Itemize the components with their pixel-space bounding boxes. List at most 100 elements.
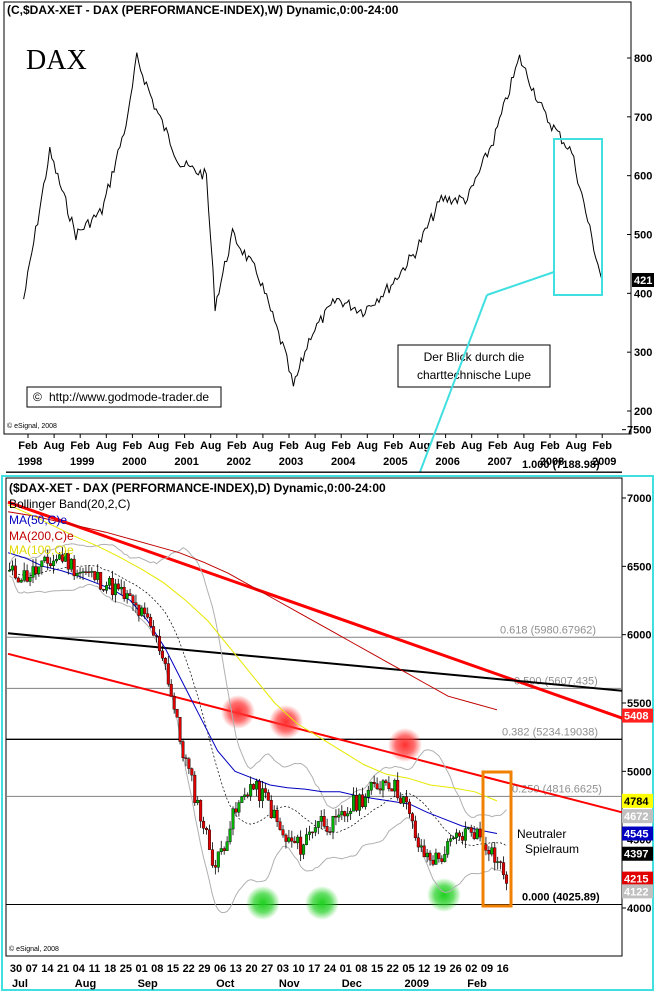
price-tag-text: 4545 bbox=[624, 829, 648, 841]
candle-body bbox=[399, 797, 403, 804]
candle-body bbox=[346, 813, 350, 817]
candle-body bbox=[190, 768, 194, 776]
candle-body bbox=[31, 566, 35, 578]
price-tag bbox=[622, 826, 653, 841]
fib-label: 0.618 (5980.67962) bbox=[500, 624, 596, 636]
candle-body bbox=[487, 850, 491, 855]
top-y-tick-label: 800 bbox=[634, 53, 652, 65]
fib-label: 0.500 (5607.435) bbox=[514, 675, 598, 687]
bottom-x-day-label: 12 bbox=[418, 963, 430, 975]
candle-body bbox=[360, 794, 364, 807]
candle-body bbox=[252, 784, 256, 790]
top-x-month-label: Feb bbox=[540, 440, 560, 452]
fib-label: 0.250 (4816.6625) bbox=[512, 783, 602, 795]
top-x-year-label: 2003 bbox=[279, 456, 303, 468]
price-tag bbox=[622, 884, 653, 899]
candle-body bbox=[449, 838, 453, 842]
bottom-x-day-label: 10 bbox=[292, 963, 304, 975]
ma-extra-legend: MA(100,C)e bbox=[9, 543, 74, 557]
candle-body bbox=[340, 811, 344, 816]
top-y-tick-label: 500 bbox=[634, 230, 652, 242]
candle-body bbox=[52, 560, 56, 566]
candle-body bbox=[137, 604, 141, 616]
candle-body bbox=[81, 571, 85, 573]
top-x-month-label: Feb bbox=[279, 440, 299, 452]
candle-body bbox=[66, 553, 70, 570]
candle-body bbox=[484, 844, 488, 851]
candle-body bbox=[440, 858, 444, 862]
candle-body bbox=[105, 585, 109, 591]
candle-body bbox=[7, 570, 11, 572]
trendline-lower-red bbox=[7, 652, 623, 814]
bottom-x-day-label: 13 bbox=[230, 963, 242, 975]
bottom-x-day-label: 18 bbox=[104, 963, 116, 975]
candle-body bbox=[213, 865, 217, 868]
candle-body bbox=[260, 788, 264, 801]
candle-body bbox=[19, 580, 23, 583]
candle-body bbox=[93, 571, 97, 580]
ma200-legend: MA(200,C)e bbox=[9, 529, 74, 543]
candle-body bbox=[275, 809, 279, 822]
candle-body bbox=[228, 828, 232, 842]
candle-body bbox=[413, 820, 417, 839]
price-tag-text: 4672 bbox=[624, 811, 648, 823]
top-x-year-label: 2001 bbox=[174, 456, 198, 468]
candle-body bbox=[140, 607, 144, 616]
lupe-box bbox=[397, 344, 551, 388]
candle-body bbox=[405, 796, 409, 803]
candle-body bbox=[216, 851, 220, 868]
bottom-x-day-label: 19 bbox=[434, 963, 446, 975]
candle-body bbox=[416, 837, 420, 848]
bottom-x-day-label: 15 bbox=[371, 963, 383, 975]
candle-body bbox=[496, 861, 500, 863]
bottom-x-day-label: 27 bbox=[261, 963, 273, 975]
bottom-x-day-label: 04 bbox=[73, 963, 86, 975]
candle-body bbox=[396, 780, 400, 799]
candle-body bbox=[372, 781, 376, 784]
candle-body bbox=[287, 837, 291, 842]
candle-body bbox=[357, 794, 361, 811]
lupe-line-2: charttechnische Lupe bbox=[417, 368, 531, 382]
top-x-month-label: Feb bbox=[123, 440, 143, 452]
top-x-axis: Feb Aug Feb Aug Feb Aug Feb Aug Feb Aug Feb Aug Feb A… bbox=[18, 434, 616, 468]
top-x-month-label: Feb bbox=[175, 440, 195, 452]
candle-body bbox=[134, 602, 138, 606]
top-y-tick-label: 700 bbox=[634, 112, 652, 124]
candle-body bbox=[325, 826, 329, 832]
candle-body bbox=[34, 566, 38, 574]
candle-body bbox=[149, 616, 153, 627]
top-x-month-label: Feb bbox=[488, 440, 508, 452]
candle-body bbox=[316, 821, 320, 828]
candle-body bbox=[428, 852, 432, 861]
candle-body bbox=[452, 837, 456, 839]
ma50-legend: MA(50,C)e bbox=[9, 513, 67, 527]
top-x-year-label: 1998 bbox=[18, 456, 42, 468]
bottom-x-day-label: 06 bbox=[214, 963, 226, 975]
candle-body bbox=[431, 859, 435, 865]
candle-body bbox=[422, 845, 426, 858]
price-tag-text: 4215 bbox=[624, 874, 648, 886]
candle-body bbox=[263, 788, 267, 793]
candle-body bbox=[434, 852, 438, 865]
bottom-x-day-label: 24 bbox=[324, 963, 337, 975]
copyright-symbol: © bbox=[33, 390, 42, 404]
price-tag bbox=[622, 793, 653, 808]
candle-body bbox=[490, 847, 494, 855]
candle-body bbox=[305, 834, 309, 845]
candle-body bbox=[199, 800, 203, 822]
candle-body bbox=[363, 797, 367, 807]
candle-body bbox=[193, 774, 197, 803]
neutral-line-1: Neutraler bbox=[517, 827, 566, 841]
candle-body bbox=[290, 837, 294, 842]
candle-body bbox=[99, 572, 103, 590]
top-y-tick-label: 200 bbox=[634, 406, 652, 418]
candle-body bbox=[207, 829, 211, 850]
top-x-month-label: Feb bbox=[436, 440, 456, 452]
url-text: http://www.godmode-trader.de bbox=[49, 390, 209, 404]
candle-body bbox=[352, 795, 356, 812]
bottom-x-day-label: 17 bbox=[308, 963, 320, 975]
candle-body bbox=[499, 861, 503, 863]
candle-body bbox=[175, 708, 179, 718]
candle-body bbox=[243, 794, 247, 797]
